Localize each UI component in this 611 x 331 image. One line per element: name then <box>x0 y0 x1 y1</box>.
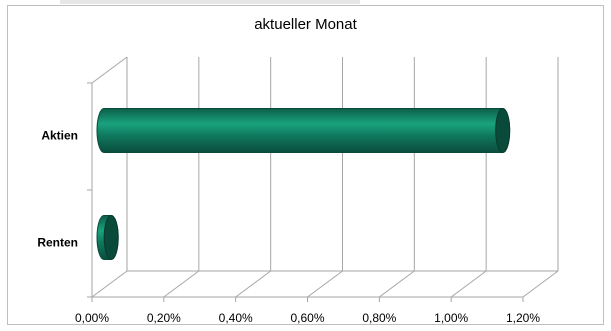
bar <box>96 108 511 153</box>
top-depth-line <box>91 56 128 84</box>
bar-end-cap <box>495 108 511 153</box>
chart-labels: 0,00% 0,20% 0,40% 0,60% 0,80% 1,00% 1,20% Aktie… <box>37 129 540 326</box>
x-tick-label: 0,80% <box>362 311 396 325</box>
x-tick-label: 1,00% <box>434 311 468 325</box>
floor-gridline <box>235 270 271 298</box>
x-tick-label: 0,00% <box>75 311 109 325</box>
bar <box>96 215 119 260</box>
chart-grid <box>87 56 559 302</box>
floor-gridline <box>522 270 559 298</box>
floor-gridline <box>163 270 200 298</box>
x-tick-label: 0,60% <box>290 311 324 325</box>
floor-gridline <box>91 270 128 298</box>
chart-area <box>7 5 604 325</box>
floor-gridline <box>379 270 415 298</box>
chart-bars <box>96 108 511 260</box>
top-strip <box>60 0 360 4</box>
x-tick-label: 0,20% <box>147 311 181 325</box>
bar-body <box>96 108 511 153</box>
floor-gridline <box>307 270 343 298</box>
category-label: Renten <box>37 236 78 250</box>
floor-gridline <box>450 270 487 298</box>
x-tick-label: 0,40% <box>219 311 253 325</box>
x-tick-label: 1,20% <box>506 311 540 325</box>
category-label: Aktien <box>41 129 78 143</box>
chart-title: aktueller Monat <box>254 16 357 33</box>
bar-end-cap <box>103 215 119 260</box>
